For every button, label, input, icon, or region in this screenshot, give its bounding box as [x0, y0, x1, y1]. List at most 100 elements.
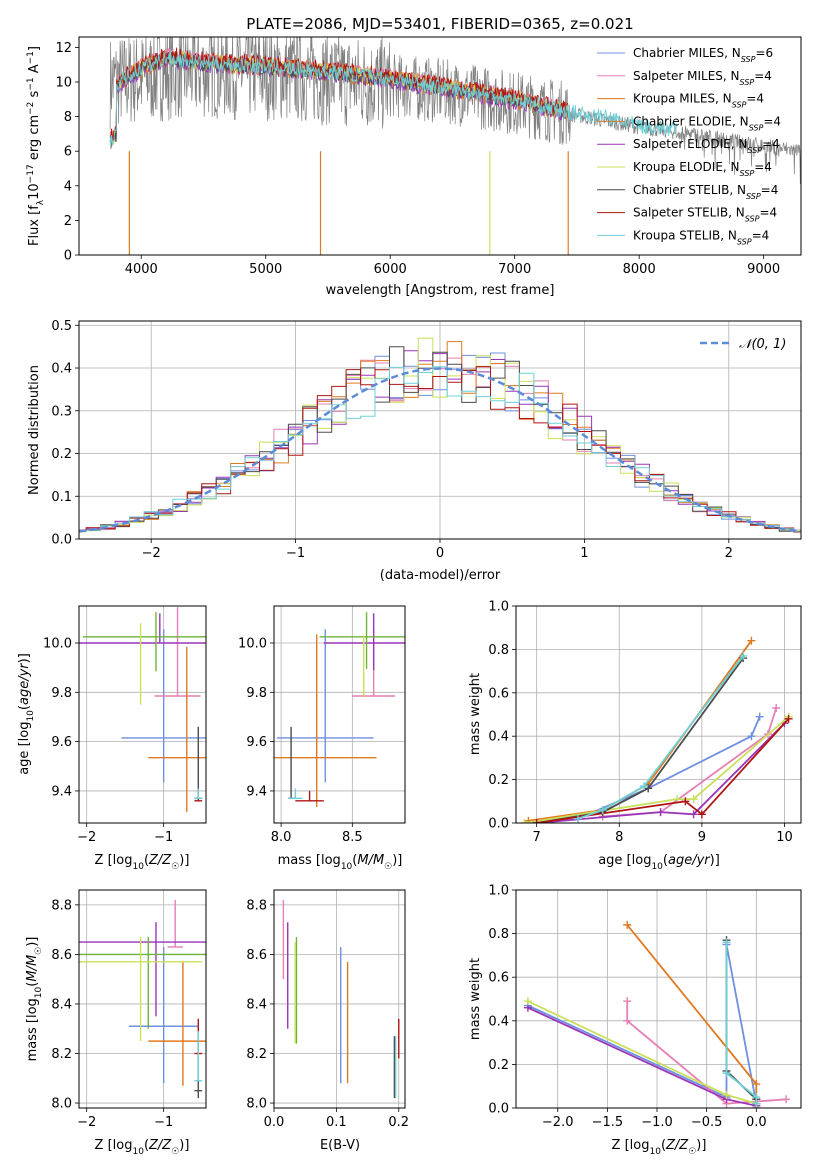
y-tick-label: 0.5 [51, 319, 72, 334]
weight-marker [722, 1069, 731, 1078]
weight-marker [623, 1016, 632, 1025]
figure-title: PLATE=2086, MJD=53401, FIBERID=0365, z=0… [246, 15, 633, 33]
y-tick-label: 8.4 [51, 997, 72, 1012]
axes-frame [515, 605, 802, 824]
legend-label: Kroupa STELIB, NSSP=4 [633, 228, 769, 246]
legend-label: Salpeter STELIB, NSSP=4 [633, 206, 777, 224]
errorbar-point [82, 612, 206, 672]
y-tick-label: 0.6 [488, 686, 509, 701]
x-axis-label-part: ( [144, 853, 149, 868]
x-axis-label-part: mass [log [278, 853, 341, 868]
y-tick-label: 0.0 [488, 1102, 509, 1117]
panel-age_vs_Z: −2 −19.49.69.810.0Z [log10(Z/Z☉)]age [log… [17, 605, 207, 872]
legend-label: Kroupa ELODIE, NSSP=4 [633, 160, 772, 178]
errorbar-point [79, 937, 206, 1029]
weight-series [523, 940, 761, 1108]
x-tick-label: 0.2 [388, 1115, 409, 1130]
x-axis-label-part: ( [144, 1138, 149, 1153]
y-tick-label: 0 [64, 249, 72, 264]
legend-label: Chabrier STELIB, NSSP=4 [633, 183, 778, 201]
x-axis-label: Z [log10(Z/Z☉)] [95, 853, 190, 872]
weight-marker [598, 805, 607, 814]
y-tick-label: 0.4 [488, 730, 509, 745]
y-tick-label: 10.0 [238, 636, 267, 651]
y-tick-label: 8.4 [246, 997, 267, 1012]
legend-label-value: =4 [752, 228, 770, 242]
x-axis-label-part: 10 [132, 862, 144, 872]
x-tick-label: −2.0 [542, 1115, 574, 1130]
legend-label-value: =6 [755, 46, 773, 60]
x-tick-label: 6000 [374, 262, 407, 277]
x-axis-label-part: Z/Z [665, 1138, 689, 1153]
x-axis-label-part: )] [696, 1138, 706, 1153]
y-tick-label: 1.0 [488, 600, 509, 615]
errorbar-point [274, 634, 377, 807]
model-spectrum-line [109, 50, 677, 148]
x-axis-label-part: Z [log [95, 1138, 133, 1153]
axes-frame [78, 889, 207, 1109]
weight-marker [784, 714, 793, 723]
weight-marker [689, 810, 698, 819]
weight-marker [752, 1099, 761, 1108]
x-tick-label: −2 [77, 830, 96, 845]
normal-curve-line [78, 367, 802, 533]
y-tick-label: 0.0 [51, 533, 72, 548]
x-axis-label-part: Z/Z [148, 1138, 172, 1153]
y-tick-label: 0.8 [488, 927, 509, 942]
y-tick-label: 6 [64, 145, 72, 160]
legend-label-value: =4 [746, 92, 764, 106]
weight-series [523, 997, 761, 1108]
y-axis-label-part: M/M [25, 955, 40, 982]
errorbar-point [276, 629, 374, 783]
x-tick-label: 5000 [249, 262, 282, 277]
legend-label-sub: SSP [741, 55, 756, 64]
legend-label-text: Salpeter STELIB, N [633, 206, 745, 220]
y-tick-label: 4 [64, 179, 72, 194]
histogram-line [79, 366, 801, 532]
x-axis-label-part: Z/Z [148, 853, 172, 868]
errorbar-point [323, 613, 405, 671]
y-tick-label: 10 [55, 75, 72, 90]
x-axis-label-part: age/yr [668, 853, 711, 868]
x-axis-label-part: 10 [132, 1147, 144, 1157]
y-tick-label: 0.3 [51, 404, 72, 419]
weight-marker [722, 1090, 731, 1099]
axes-frame [273, 889, 406, 1109]
x-axis-label-part: age [log [598, 853, 651, 868]
weight-line [528, 640, 753, 822]
y-tick-label: 8 [64, 110, 72, 125]
y-tick-label: 0.2 [51, 447, 72, 462]
x-tick-label: −2 [142, 546, 161, 561]
x-axis-label-part: )] [710, 853, 720, 868]
errorbar-point [148, 646, 206, 812]
weight-marker [532, 819, 541, 823]
weight-line [626, 924, 758, 1104]
weight-marker [623, 997, 632, 1006]
errorbar-point [79, 613, 206, 644]
legend-label: 𝒩(0, 1) [739, 337, 786, 352]
x-axis-label-part: 10 [341, 862, 353, 872]
legend-label: Salpeter ELODIE, NSSP=4 [633, 137, 780, 155]
legend-label-text: Chabrier MILES, N [633, 46, 741, 60]
weight-marker [752, 1080, 761, 1089]
weight-line [536, 718, 790, 823]
histogram-line [79, 341, 801, 533]
y-tick-label: 9.4 [246, 784, 267, 799]
x-tick-label: 9 [698, 830, 706, 845]
x-axis-label-part: ☉ [171, 862, 179, 872]
panel-age_vs_mass: 8.0 8.5 9.4 9.6 9.8 10.0 mass [log10(M/M☉)] [238, 605, 406, 872]
y-tick-label: 8.0 [51, 1097, 72, 1112]
y-axis-label: mass weight [468, 958, 483, 1040]
x-tick-label: 8.5 [342, 830, 363, 845]
x-tick-label: 0.0 [746, 1115, 767, 1130]
weight-marker [689, 795, 698, 804]
y-tick-label: 9.8 [246, 686, 267, 701]
x-axis-label: mass [log10(M/M☉)] [278, 853, 403, 872]
y-tick-label: 1.0 [488, 884, 509, 899]
histogram-line [79, 346, 801, 532]
panel-mass_vs_Z: −2 −18.08.28.48.68.8Z [log10(Z/Z☉)]mass [… [25, 889, 207, 1157]
y-tick-label: 10.0 [43, 636, 72, 651]
x-axis-label: (data-model)/error [380, 568, 501, 583]
x-axis-label-part: ☉ [384, 862, 392, 872]
